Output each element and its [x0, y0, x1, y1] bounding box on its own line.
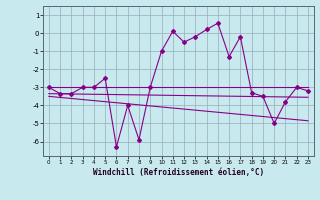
X-axis label: Windchill (Refroidissement éolien,°C): Windchill (Refroidissement éolien,°C) [93, 168, 264, 177]
